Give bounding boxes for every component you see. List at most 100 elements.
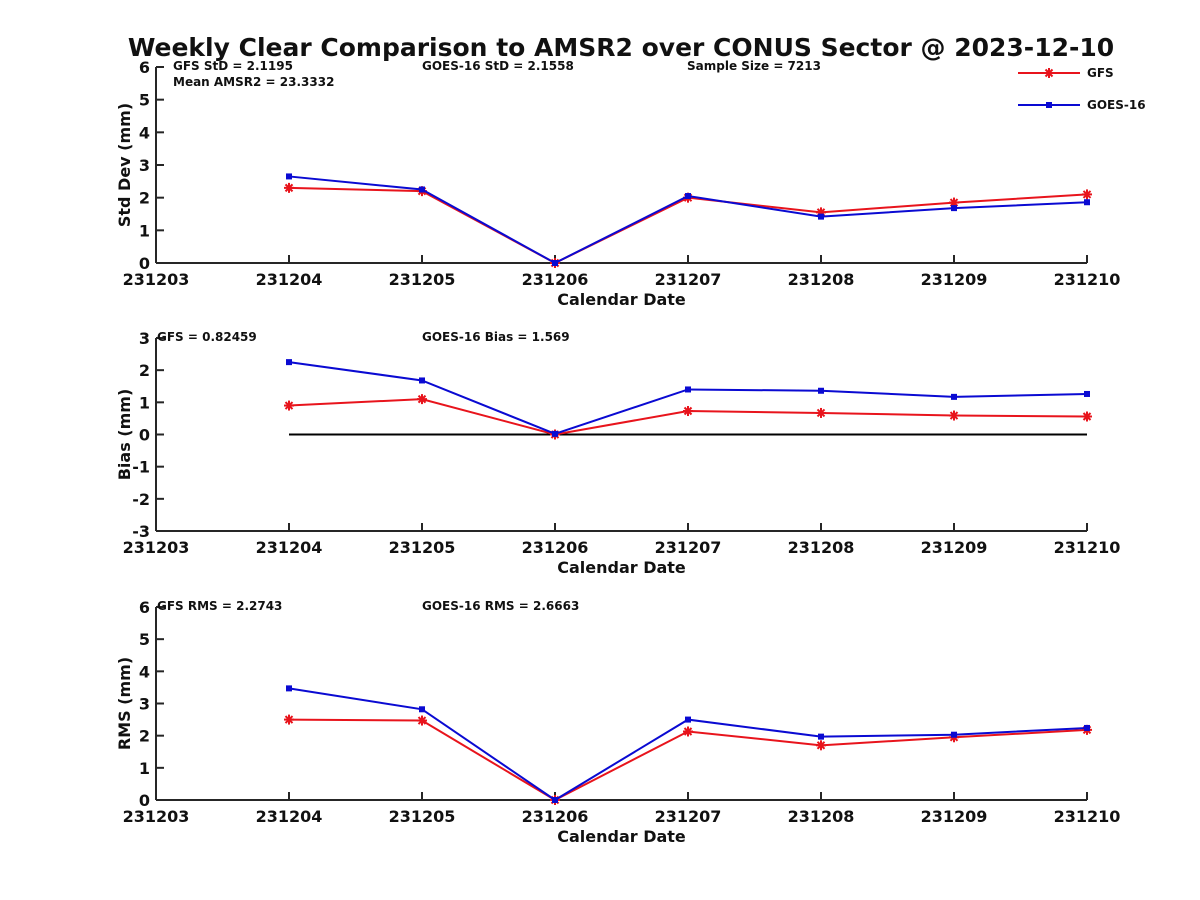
- y-tick-label: 6: [139, 598, 150, 617]
- x-tick-label: 231210: [1054, 270, 1121, 289]
- goes-point: [286, 173, 292, 180]
- y-tick-label: -1: [132, 458, 150, 477]
- goes-point: [951, 731, 957, 738]
- std-dev-panel: 231203 231204 231205 231206 231207 231208 2312…: [115, 58, 1120, 309]
- x-tick-label: 231205: [389, 270, 456, 289]
- goes-stat-annotation: GOES-16 Bias = 1.569: [422, 330, 570, 344]
- goes-point: [552, 797, 558, 803]
- y-tick-label: 2: [139, 189, 150, 208]
- x-tick-label: 231207: [655, 538, 722, 557]
- y-tick-label: 3: [139, 156, 150, 175]
- y-axis-label: Std Dev (mm): [115, 103, 134, 227]
- gfs-point: [417, 715, 427, 726]
- x-tick-label: 231206: [522, 270, 589, 289]
- y-tick-label: 2: [139, 361, 150, 380]
- x-axis-label: Calendar Date: [557, 290, 686, 309]
- gfs-point: [816, 740, 826, 751]
- gfs-stat-annotation: GFS = 0.82459: [157, 330, 257, 344]
- bias-panel: 231203 231204 231205 231206 231207 231208 2312…: [115, 329, 1120, 577]
- legend-goes-marker: [1046, 102, 1052, 108]
- gfs-point: [417, 394, 427, 405]
- y-tick-label: 0: [139, 254, 150, 273]
- x-tick-label: 231203: [123, 538, 190, 557]
- goes-stat-annotation: GOES-16 RMS = 2.6663: [422, 599, 579, 613]
- x-tick-label: 231209: [921, 270, 988, 289]
- legend-gfs-label: GFS: [1087, 66, 1114, 80]
- mean-amsr2-annotation: Mean AMSR2 = 23.3332: [173, 75, 334, 89]
- x-axis-label: Calendar Date: [557, 558, 686, 577]
- y-tick-label: 3: [139, 329, 150, 348]
- x-tick-label: 231205: [389, 538, 456, 557]
- gfs-point: [949, 410, 959, 421]
- goes-stat-annotation: GOES-16 StD = 2.1558: [422, 59, 574, 73]
- gfs-point: [816, 407, 826, 418]
- gfs-point: [1082, 189, 1092, 200]
- goes-point: [685, 716, 691, 723]
- sample-size-annotation: Sample Size = 7213: [687, 59, 821, 73]
- gfs-point: [1082, 411, 1092, 422]
- y-axis-label: RMS (mm): [115, 657, 134, 750]
- x-axis-label: Calendar Date: [557, 827, 686, 846]
- legend-gfs-marker: [1044, 68, 1054, 78]
- y-tick-label: 1: [139, 759, 150, 778]
- legend-goes-label: GOES-16: [1087, 98, 1146, 112]
- y-tick-label: -2: [132, 490, 150, 509]
- gfs-stat-annotation: GFS RMS = 2.2743: [157, 599, 282, 613]
- gfs-point: [683, 406, 693, 417]
- x-tick-label: 231210: [1054, 807, 1121, 826]
- x-tick-label: 231206: [522, 807, 589, 826]
- x-tick-label: 231204: [256, 807, 323, 826]
- legend: GFS GOES-16: [1018, 66, 1146, 112]
- x-tick-label: 231209: [921, 538, 988, 557]
- goes-point: [951, 393, 957, 400]
- x-tick-label: 231207: [655, 270, 722, 289]
- x-tick-label: 231205: [389, 807, 456, 826]
- goes-point: [951, 205, 957, 212]
- y-tick-label: 6: [139, 58, 150, 77]
- goes-point: [685, 193, 691, 200]
- x-tick-label: 231208: [788, 807, 855, 826]
- x-tick-label: 231206: [522, 538, 589, 557]
- y-tick-label: 5: [139, 91, 150, 110]
- goes-point: [552, 430, 558, 437]
- x-tick-label: 231207: [655, 807, 722, 826]
- goes-point: [419, 377, 425, 384]
- x-tick-label: 231208: [788, 270, 855, 289]
- x-tick-label: 231204: [256, 270, 323, 289]
- x-tick-label: 231208: [788, 538, 855, 557]
- goes-point: [419, 186, 425, 193]
- y-tick-label: 1: [139, 221, 150, 240]
- chart-title: Weekly Clear Comparison to AMSR2 over CO…: [128, 33, 1114, 62]
- goes-point: [818, 387, 824, 394]
- y-tick-label: 5: [139, 630, 150, 649]
- gfs-point: [284, 182, 294, 193]
- goes-point: [286, 685, 292, 692]
- x-tick-label: 231204: [256, 538, 323, 557]
- goes-point: [419, 706, 425, 713]
- y-tick-label: 4: [139, 123, 150, 142]
- goes-point: [1084, 199, 1090, 206]
- gfs-point: [284, 714, 294, 725]
- goes-point: [818, 733, 824, 740]
- gfs-stat-annotation: GFS StD = 2.1195: [173, 59, 293, 73]
- x-tick-label: 231203: [123, 807, 190, 826]
- goes-point: [286, 359, 292, 366]
- x-tick-label: 231209: [921, 807, 988, 826]
- y-tick-label: 0: [139, 426, 150, 445]
- y-tick-label: 3: [139, 695, 150, 714]
- y-tick-label: 4: [139, 662, 150, 681]
- y-axis-label: Bias (mm): [115, 389, 134, 481]
- goes-point: [818, 213, 824, 220]
- y-tick-label: -3: [132, 522, 150, 541]
- goes-point: [552, 260, 558, 266]
- gfs-point: [284, 400, 294, 411]
- x-tick-label: 231203: [123, 270, 190, 289]
- legend-gfs-asterisk: [1044, 68, 1054, 78]
- goes-point: [685, 386, 691, 393]
- gfs-point: [683, 726, 693, 737]
- goes-point: [1084, 390, 1090, 397]
- x-tick-label: 231210: [1054, 538, 1121, 557]
- rms-panel: 231203 231204 231205 231206 231207 231208 2312…: [115, 598, 1120, 846]
- y-tick-label: 1: [139, 393, 150, 412]
